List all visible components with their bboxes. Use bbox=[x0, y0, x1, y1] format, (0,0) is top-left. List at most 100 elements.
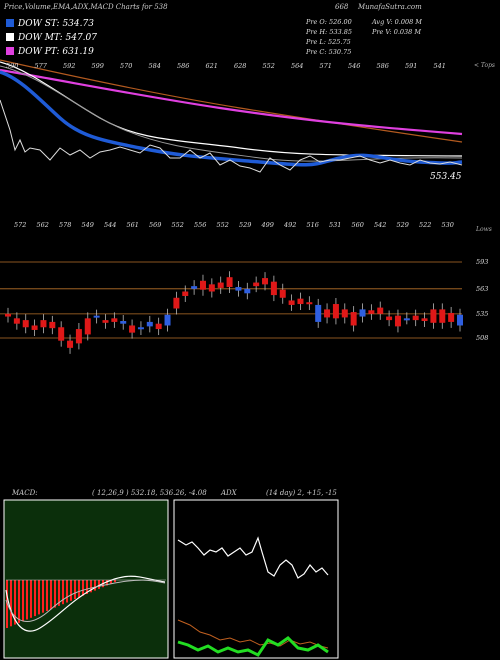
candle-body bbox=[377, 307, 384, 314]
candle-body bbox=[324, 309, 331, 318]
low-label: 530 bbox=[441, 221, 454, 229]
top-label: 577 bbox=[34, 62, 47, 70]
candle-2 bbox=[22, 314, 29, 334]
low-label: 562 bbox=[36, 221, 49, 229]
chart-title: Price,Volume,EMA,ADX,MACD Charts for 538 bbox=[4, 3, 168, 11]
legend-swatch-st bbox=[6, 19, 14, 27]
candle-body bbox=[288, 300, 295, 305]
avg-volume: Avg V: 0.008 M bbox=[372, 18, 422, 26]
macd-panel-frame bbox=[3, 499, 169, 659]
low-label: 531 bbox=[329, 221, 342, 229]
candle-body bbox=[306, 302, 313, 305]
candle-51 bbox=[457, 308, 463, 332]
candle-14 bbox=[129, 319, 136, 339]
macd-hist-bar bbox=[30, 580, 32, 618]
candle-body bbox=[146, 321, 153, 327]
macd-hist-bar bbox=[58, 580, 60, 606]
legend-dow-pt: DOW PT: 631.19 bbox=[3, 46, 97, 58]
mt-line-white bbox=[0, 61, 463, 157]
candle-body bbox=[40, 320, 47, 328]
top-label: 584 bbox=[148, 62, 161, 70]
candle-47 bbox=[421, 312, 428, 328]
pre-low: Pre L: 525.75 bbox=[306, 38, 351, 46]
candle-4 bbox=[40, 314, 47, 334]
candle-9 bbox=[84, 312, 91, 341]
candle-7 bbox=[67, 334, 74, 354]
legend-dow-st: DOW ST: 534.73 bbox=[3, 18, 97, 30]
adx-plus-di-line bbox=[177, 536, 329, 579]
low-label: 561 bbox=[126, 221, 139, 229]
level-label: 563 bbox=[476, 284, 489, 293]
candle-body bbox=[137, 327, 144, 330]
low-label: 578 bbox=[59, 221, 72, 229]
candle-15 bbox=[137, 321, 144, 336]
candle-body bbox=[386, 316, 393, 321]
candles bbox=[5, 271, 463, 354]
pre-close: Pre C: 530.75 bbox=[306, 48, 352, 56]
candle-50 bbox=[448, 306, 455, 328]
candle-body bbox=[457, 314, 463, 326]
candle-6 bbox=[58, 321, 65, 347]
candle-body bbox=[102, 320, 109, 323]
legend-dow-mt: DOW MT: 547.07 bbox=[3, 32, 100, 44]
low-label: 569 bbox=[149, 221, 162, 229]
low-label: 556 bbox=[194, 221, 207, 229]
pre-high: Pre H: 533.85 bbox=[306, 28, 353, 36]
pre-open: Pre O: 526.00 bbox=[306, 18, 352, 26]
macd-hist-bar bbox=[10, 580, 12, 627]
top-label: 628 bbox=[234, 62, 247, 70]
macd-values: ( 12,26,9 ) 532.18, 536.26, -4.08 bbox=[92, 489, 207, 497]
candle-body bbox=[93, 315, 100, 318]
candle-body bbox=[297, 298, 304, 305]
candle-body bbox=[244, 288, 251, 294]
adx-values: (14 day) 2, +15, -15 bbox=[266, 489, 337, 497]
candle-43 bbox=[386, 310, 393, 327]
candle-body bbox=[421, 318, 428, 322]
candle-body bbox=[403, 318, 410, 321]
candle-body bbox=[332, 304, 339, 319]
candle-20 bbox=[182, 285, 189, 302]
candle-body bbox=[253, 282, 260, 287]
macd-hist-bar bbox=[62, 580, 64, 605]
candle-body bbox=[394, 315, 401, 327]
pre-volume: Pre V: 0.038 M bbox=[372, 28, 422, 36]
macd-hist-bar bbox=[38, 580, 40, 615]
macd-panel bbox=[3, 499, 169, 659]
candle-35 bbox=[315, 298, 322, 328]
adx-minus-di-line bbox=[177, 619, 329, 649]
macd-hist-bar bbox=[34, 580, 36, 617]
candle-28 bbox=[253, 276, 260, 293]
candle-body bbox=[191, 286, 198, 289]
top-label: 599 bbox=[91, 62, 104, 70]
candle-body bbox=[164, 314, 171, 326]
candle-40 bbox=[359, 303, 366, 323]
macd-hist-bar bbox=[82, 580, 84, 596]
candle-body bbox=[182, 291, 189, 296]
macd-hist-bar bbox=[90, 580, 92, 593]
candle-body bbox=[13, 318, 20, 324]
candle-body bbox=[199, 280, 206, 290]
candle-26 bbox=[235, 281, 242, 297]
candle-body bbox=[350, 312, 357, 326]
low-label: 499 bbox=[261, 221, 274, 229]
low-label: 572 bbox=[14, 221, 27, 229]
low-label: 529 bbox=[396, 221, 409, 229]
low-label: 544 bbox=[104, 221, 117, 229]
candle-body bbox=[120, 321, 127, 324]
brand-name: MunafaSutra.com bbox=[358, 3, 422, 11]
candle-body bbox=[155, 323, 162, 330]
candle-30 bbox=[270, 275, 277, 302]
candle-37 bbox=[332, 298, 339, 325]
low-label: 560 bbox=[351, 221, 364, 229]
top-label: 590 bbox=[6, 62, 19, 70]
candle-48 bbox=[430, 303, 437, 329]
top-label: 571 bbox=[319, 62, 332, 70]
candle-16 bbox=[146, 315, 153, 333]
low-label: 549 bbox=[81, 221, 94, 229]
pt-line-magenta bbox=[0, 68, 463, 136]
legend-swatch-pt bbox=[6, 47, 14, 55]
candle-body bbox=[262, 278, 269, 285]
candle-18 bbox=[164, 308, 171, 332]
candle-27 bbox=[244, 282, 251, 300]
adx-line-green bbox=[177, 636, 329, 657]
